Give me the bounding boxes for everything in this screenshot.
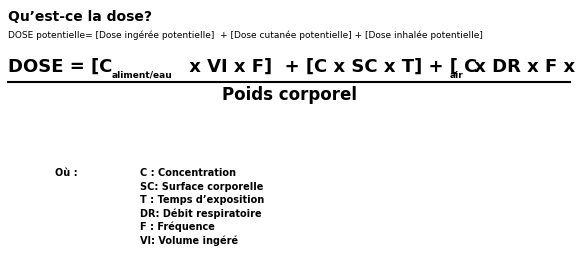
Text: VI: Volume ingéré: VI: Volume ingéré (140, 235, 238, 246)
Text: air: air (450, 71, 464, 80)
Text: DR: Débit respiratoire: DR: Débit respiratoire (140, 209, 262, 219)
Text: C : Concentration: C : Concentration (140, 168, 236, 178)
Text: aliment/eau: aliment/eau (112, 71, 173, 80)
Text: x VI x F]  + [C x SC x T] + [ C: x VI x F] + [C x SC x T] + [ C (183, 58, 477, 76)
Text: Qu’est-ce la dose?: Qu’est-ce la dose? (8, 10, 152, 24)
Text: SC: Surface corporelle: SC: Surface corporelle (140, 181, 264, 191)
Text: DOSE potentielle= [Dose ingérée potentielle]  + [Dose cutanée potentielle] + [Do: DOSE potentielle= [Dose ingérée potentie… (8, 30, 483, 39)
Text: DOSE = [C: DOSE = [C (8, 58, 112, 76)
Text: T : Temps d’exposition: T : Temps d’exposition (140, 195, 264, 205)
Text: x DR x F x T]: x DR x F x T] (468, 58, 578, 76)
Text: F : Fréquence: F : Fréquence (140, 222, 215, 232)
Text: Où :: Où : (55, 168, 77, 178)
Text: Poids corporel: Poids corporel (221, 86, 357, 104)
